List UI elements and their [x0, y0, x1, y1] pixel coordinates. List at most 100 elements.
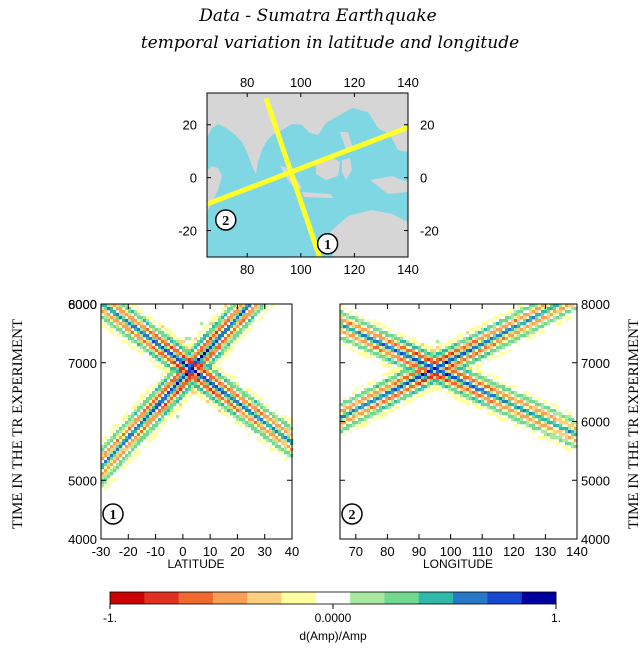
- longitude-cell: [352, 349, 356, 353]
- latitude-cell: [254, 421, 258, 425]
- longitude-cell: [394, 406, 398, 410]
- latitude-cell: [215, 373, 219, 377]
- latitude-cell: [191, 361, 195, 365]
- latitude-cell: [176, 406, 180, 410]
- latitude-cell: [182, 340, 186, 344]
- latitude-cell: [164, 385, 168, 389]
- longitude-cell: [418, 376, 422, 380]
- latitude-cell: [179, 361, 183, 365]
- longitude-cell: [535, 316, 539, 320]
- latitude-cell: [104, 442, 108, 446]
- longitude-cell: [379, 322, 383, 326]
- latitude-cell: [149, 328, 153, 332]
- latitude-cell: [134, 304, 138, 308]
- latitude-cell: [158, 325, 162, 329]
- latitude-cell: [242, 406, 246, 410]
- latitude-cell: [131, 322, 135, 326]
- longitude-cell: [439, 355, 443, 359]
- longitude-cell: [391, 349, 395, 353]
- longitude-cell: [346, 322, 350, 326]
- longitude-cell: [559, 412, 563, 416]
- latitude-cell: [155, 424, 159, 428]
- latitude-cell: [221, 391, 225, 395]
- latitude-cell: [143, 409, 147, 413]
- longitude-cell: [442, 385, 446, 389]
- longitude-cell: [385, 406, 389, 410]
- latitude-cell: [206, 340, 210, 344]
- longitude-cell: [478, 331, 482, 335]
- latitude-cell: [263, 436, 267, 440]
- longitude-cell: [538, 307, 542, 311]
- longitude-cell: [517, 316, 521, 320]
- latitude-cell: [263, 427, 267, 431]
- latitude-cell: [257, 310, 261, 314]
- longitude-cell: [550, 430, 554, 434]
- longitude-cell: [397, 352, 401, 356]
- longitude-cell: [460, 340, 464, 344]
- longitude-cell: [541, 328, 545, 332]
- map-marker-2-circle: [215, 209, 237, 231]
- longitude-cell: [343, 433, 347, 437]
- latitude-cell: [152, 436, 156, 440]
- longitude-cell: [397, 379, 401, 383]
- longitude-cell: [430, 385, 434, 389]
- longitude-cell: [499, 322, 503, 326]
- latitude-cell: [200, 379, 204, 383]
- longitude-cell: [559, 421, 563, 425]
- latitude-cell: [281, 427, 285, 431]
- longitude-cell: [538, 304, 542, 308]
- latitude-cell: [149, 409, 153, 413]
- latitude-cell: [152, 406, 156, 410]
- latitude-cell: [206, 337, 210, 341]
- longitude-cell: [430, 355, 434, 359]
- latitude-cell: [239, 409, 243, 413]
- longitude-cell: [415, 388, 419, 392]
- latitude-cell: [179, 373, 183, 377]
- longitude-cell: [511, 403, 515, 407]
- longitude-cell: [574, 307, 578, 311]
- latitude-cell: [242, 304, 246, 308]
- latitude-cell: [158, 391, 162, 395]
- latitude-cell: [221, 388, 225, 392]
- longitude-cell: [505, 313, 509, 317]
- latitude-cell: [206, 343, 210, 347]
- longitude-cell: [571, 427, 575, 431]
- longitude-cell: [367, 403, 371, 407]
- longitude-cell: [565, 421, 569, 425]
- latitude-cell: [191, 379, 195, 383]
- latitude-cell: [233, 334, 237, 338]
- latitude-cell: [140, 412, 144, 416]
- longitude-cell: [502, 352, 506, 356]
- longitude-cell: [550, 307, 554, 311]
- latitude-cell: [257, 424, 261, 428]
- longitude-cell: [514, 334, 518, 338]
- longitude-cell: [355, 322, 359, 326]
- longitude-cell: [379, 397, 383, 401]
- longitude-cell: [364, 328, 368, 332]
- longitude-cell: [400, 379, 404, 383]
- latitude-cell: [200, 337, 204, 341]
- latitude-cell: [251, 400, 255, 404]
- latitude-cell: [131, 331, 135, 335]
- longitude-cell: [412, 355, 416, 359]
- longitude-cell: [571, 418, 575, 422]
- longitude-cell: [448, 352, 452, 356]
- latitude-cell: [143, 331, 147, 335]
- latitude-cell: [242, 334, 246, 338]
- longitude-cell: [391, 358, 395, 362]
- latitude-cell: [161, 388, 165, 392]
- latitude-cell: [218, 391, 222, 395]
- longitude-cell: [436, 358, 440, 362]
- longitude-cell: [421, 391, 425, 395]
- latitude-cell: [101, 307, 105, 311]
- longitude-cell: [361, 319, 365, 323]
- longitude-cell: [463, 400, 467, 404]
- longitude-cell: [529, 319, 533, 323]
- latitude-cell: [170, 388, 174, 392]
- longitude-cell: [490, 331, 494, 335]
- longitude-cell: [481, 370, 485, 374]
- latitude-cell: [227, 352, 231, 356]
- latitude-cell: [143, 325, 147, 329]
- latitude-cell: [260, 307, 264, 311]
- latitude-cell: [236, 340, 240, 344]
